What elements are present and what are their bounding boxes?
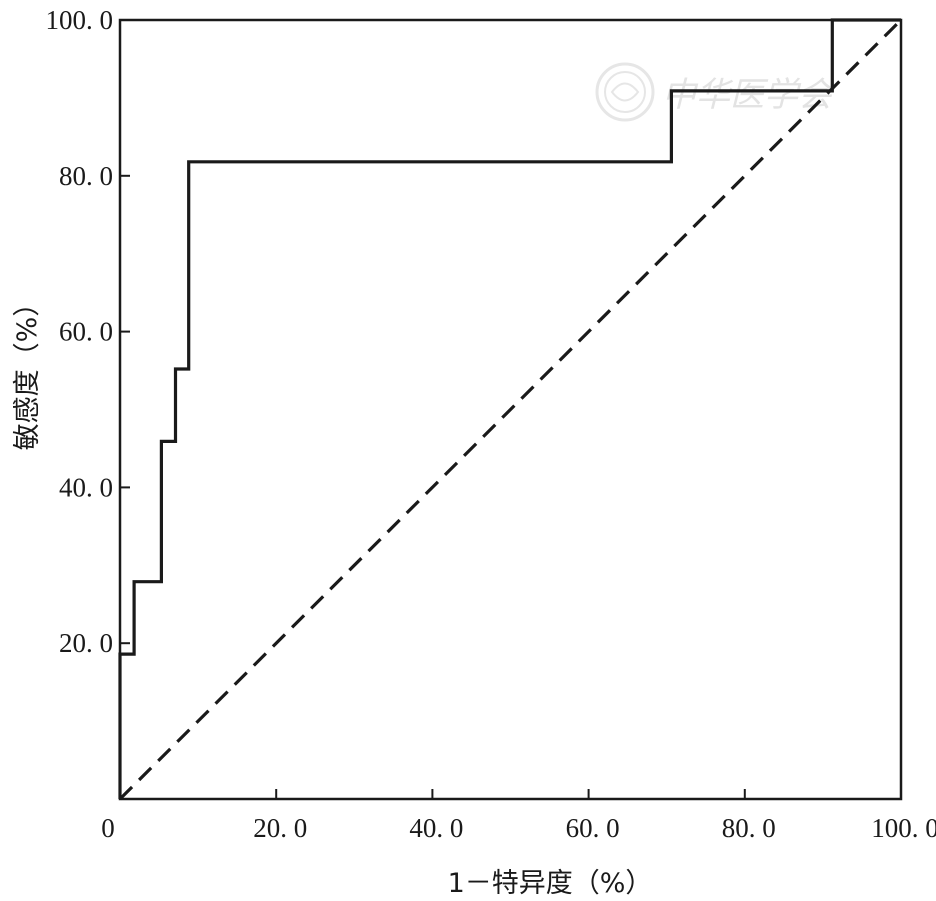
- x-tick-label: 80. 0: [722, 813, 776, 843]
- y-tick-label: 20. 0: [59, 628, 113, 658]
- plot-frame: [118, 18, 903, 801]
- x-tick-label: 100. 0: [871, 813, 936, 843]
- x-tick-label: 20. 0: [253, 813, 307, 843]
- x-axis-title: 1－特异度（%）: [448, 868, 653, 899]
- x-tick-label: 40. 0: [409, 813, 463, 843]
- y-tick-label: 100. 0: [46, 5, 114, 35]
- y-tick-label: 60. 0: [59, 317, 113, 347]
- watermark-seal-icon: [595, 62, 655, 122]
- roc-curve-line: [118, 18, 901, 799]
- y-tick-label: 80. 0: [59, 161, 113, 191]
- y-axis-title: 敏感度（%）: [12, 290, 43, 451]
- watermark: 中华医学会: [595, 62, 836, 122]
- reference-diagonal-line: [118, 18, 903, 801]
- y-tick-label: 40. 0: [59, 472, 113, 502]
- x-axis: 0 20. 0 40. 0 60. 0 80. 0 100. 0: [101, 789, 936, 843]
- y-axis: 20. 0 40. 0 60. 0 80. 0 100. 0: [46, 5, 130, 658]
- x-tick-label: 0: [101, 813, 115, 843]
- plot-area: [118, 18, 903, 801]
- watermark-text: 中华医学会: [662, 75, 836, 115]
- x-tick-label: 60. 0: [566, 813, 620, 843]
